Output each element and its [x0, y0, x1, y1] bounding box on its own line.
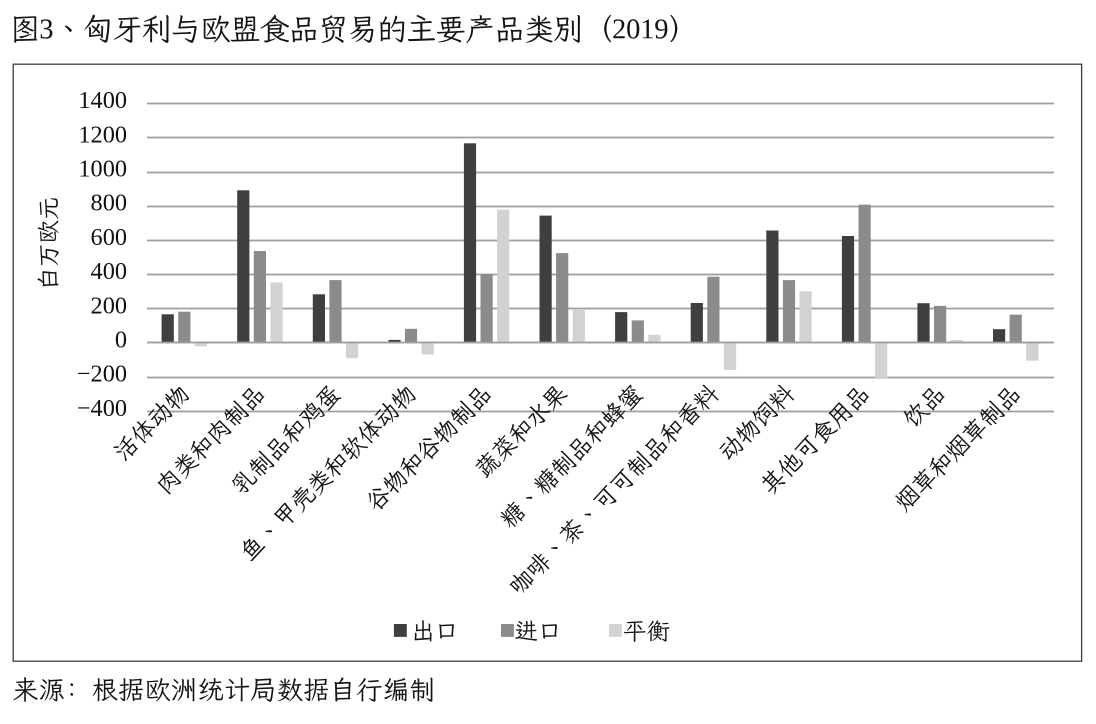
svg-text:−400: −400 — [77, 395, 127, 422]
svg-text:200: 200 — [91, 292, 127, 319]
svg-text:1200: 1200 — [78, 121, 127, 148]
svg-text:600: 600 — [91, 224, 127, 251]
svg-text:0: 0 — [115, 327, 127, 354]
svg-text:1000: 1000 — [78, 156, 127, 183]
svg-text:−200: −200 — [77, 361, 127, 388]
svg-text:400: 400 — [91, 258, 127, 285]
svg-text:1400: 1400 — [78, 87, 127, 114]
svg-text:800: 800 — [91, 190, 127, 217]
